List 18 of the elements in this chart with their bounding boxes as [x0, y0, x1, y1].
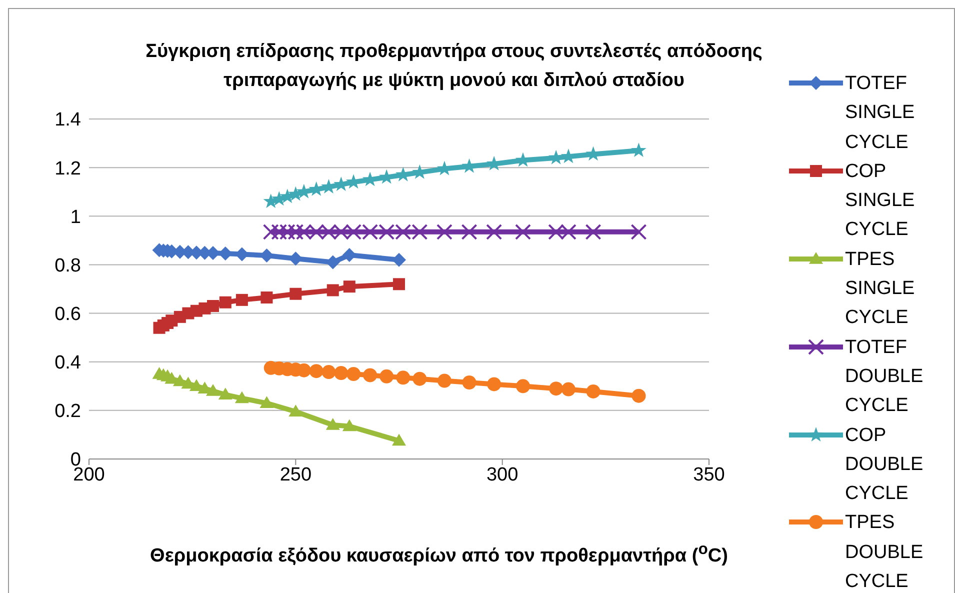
- legend-label: TPES SINGLE CYCLE: [845, 248, 916, 330]
- y-tick-label: 0.6: [54, 304, 81, 326]
- chart-title: Σύγκριση επίδρασης προθερμαντήρα στους συντελεστές απόδοσης τριπαραγωγής με ψύκτη μονού και διπλού σταδίου: [144, 40, 764, 93]
- legend-label: COP SINGLE CYCLE: [845, 160, 916, 242]
- x-tick-label: 250: [280, 464, 312, 486]
- x-axis-title: Θερμοκρασία εξόδου καυσαερίων από τον προθερμαντήρα ($^{o}$C): [149, 541, 729, 568]
- legend-label: TPES DOUBLE CYCLE: [845, 511, 924, 593]
- y-tick-label: 0.2: [54, 401, 81, 422]
- x-tick-label: 300: [486, 464, 518, 486]
- x-tick-label: 350: [693, 464, 725, 486]
- y-tick-label: 1: [70, 206, 81, 228]
- legend-label: TOTEF DOUBLE CYCLE: [845, 336, 924, 418]
- legend-label: TOTEF SINGLE CYCLE: [845, 72, 916, 155]
- y-tick-label: 0.8: [54, 255, 81, 276]
- y-tick-label: 1.4: [54, 110, 82, 131]
- legend-label: COP DOUBLE CYCLE: [845, 424, 924, 506]
- y-tick-label: 0.4: [54, 352, 82, 374]
- y-tick-label: 1.2: [54, 158, 81, 180]
